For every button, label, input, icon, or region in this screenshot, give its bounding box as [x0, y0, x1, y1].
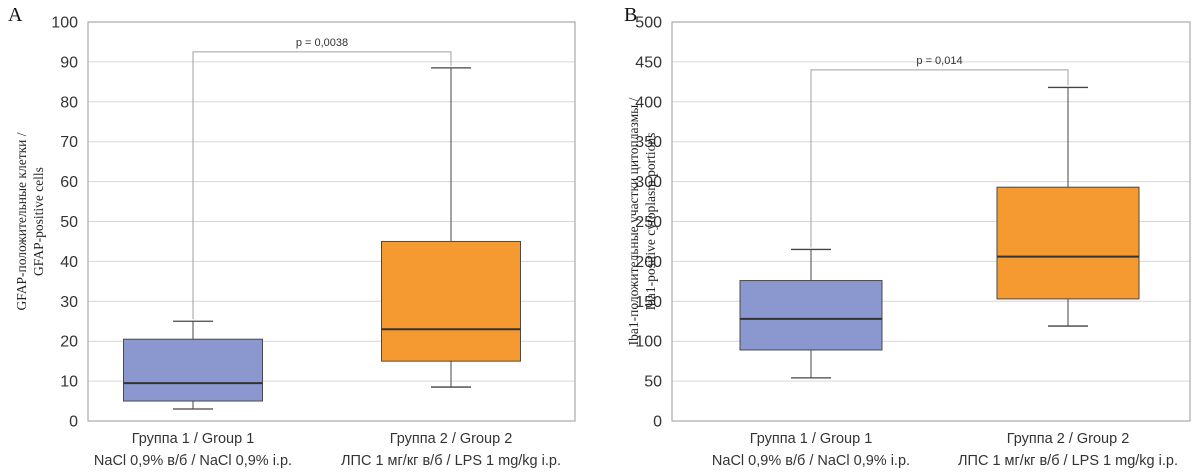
y-tick-label: 50 [60, 214, 78, 231]
significance-bracket: p = 0,0038 [192, 37, 452, 320]
x-category-sublabel: ЛПС 1 мг/кг в/б / LPS 1 mg/kg i.p. [958, 453, 1178, 469]
x-category-sublabel: ЛПС 1 мг/кг в/б / LPS 1 mg/kg i.p. [341, 453, 561, 469]
chart-panel-b: B 0 50 100 150 200 250 300 350 400 450 500 Iba1-поло… [624, 4, 1191, 469]
y-tick-label: 200 [635, 254, 662, 271]
y-tick-label: 0 [653, 414, 662, 431]
box-2 [381, 67, 521, 388]
significance-bracket: p = 0,014 [810, 55, 1069, 248]
y-tick-label: 300 [635, 174, 662, 191]
plot-frame [87, 21, 576, 422]
bracket-line [810, 69, 1069, 248]
y-tick-label: 400 [635, 94, 662, 111]
x-category-sublabel: NaCl 0,9% в/б / NaCl 0,9% i.p. [712, 453, 910, 469]
x-category-label: Группа 1 / Group 1 [132, 431, 255, 447]
iqr-box [123, 338, 263, 402]
y-tick-label: 250 [635, 214, 662, 231]
y-axis-label: GFAP-positive cells [31, 167, 46, 276]
panel-letter: A [8, 4, 23, 26]
x-category-sublabel: NaCl 0,9% в/б / NaCl 0,9% i.p. [94, 453, 292, 469]
p-value-label: p = 0,014 [916, 55, 962, 67]
y-tick-label: 40 [60, 254, 78, 271]
y-axis-label: Iba1-positive cytoplasm portions [643, 133, 658, 311]
y-tick-label: 150 [635, 294, 662, 311]
y-tick-label: 100 [635, 334, 662, 351]
box-2 [996, 86, 1140, 327]
y-tick-label: 450 [635, 54, 662, 71]
y-tick-label: 350 [635, 134, 662, 151]
y-axis-label: GFAP-положительные клетки / [14, 132, 29, 310]
iqr-box [739, 280, 883, 351]
x-category-label: Группа 2 / Group 2 [1007, 431, 1130, 447]
panel-letter: B [624, 4, 637, 26]
y-tick-label: 500 [635, 15, 662, 32]
iqr-box [996, 186, 1140, 300]
y-tick-label: 10 [60, 374, 78, 391]
plot-frame [671, 21, 1191, 422]
box-1 [739, 248, 883, 379]
y-tick-label: 0 [69, 414, 78, 431]
x-category-label: Группа 2 / Group 2 [390, 431, 513, 447]
y-tick-label: 20 [60, 334, 78, 351]
y-tick-label: 60 [60, 174, 78, 191]
y-tick-label: 100 [51, 15, 78, 32]
y-tick-label: 30 [60, 294, 78, 311]
y-tick-label: 70 [60, 134, 78, 151]
p-value-label: p = 0,0038 [296, 37, 348, 49]
y-tick-label: 50 [644, 374, 662, 391]
y-axis-label: Iba1-положительные участки цитоплазмы / [626, 97, 641, 345]
y-tick-label: 80 [60, 94, 78, 111]
box-1 [123, 320, 263, 410]
x-category-label: Группа 1 / Group 1 [750, 431, 873, 447]
iqr-box [381, 240, 521, 362]
chart-panel-a: A 0 10 20 30 40 50 60 70 80 90 100 GFAP-положительны… [8, 4, 576, 469]
y-tick-label: 90 [60, 54, 78, 71]
bracket-line [192, 51, 452, 320]
